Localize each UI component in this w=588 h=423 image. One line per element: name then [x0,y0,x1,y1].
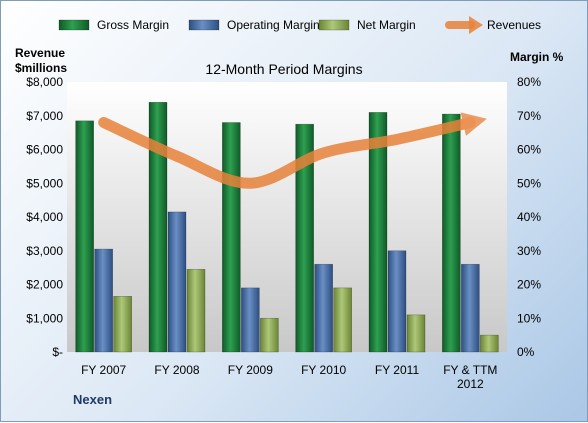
net-margin-bar [186,269,206,353]
left-axis-title-line1: Revenue [15,46,65,60]
legend-arrow-head [469,16,483,34]
revenue-line [98,112,487,189]
gross-margin-bar [75,120,94,353]
legend: Gross Margin Operating Margin Net Margin Re… [58,16,541,34]
right-axis-title: Margin % [510,50,564,64]
legend-label: Gross Margin [97,18,169,32]
net-margin-bar [406,314,426,353]
legend-label: Net Margin [357,18,416,32]
left-tick-label: $7,000 [26,109,63,123]
gross-margin-bar [295,123,314,353]
right-tick-label: 0% [517,345,535,359]
legend-swatch [58,19,90,31]
legend-swatch [188,19,220,31]
category-label: FY 2011 [375,363,420,377]
right-tick-label: 10% [517,311,541,325]
right-axis-ticks: 0% 10% 20% 30% 40% 50% 60% 70% 80% [517,75,541,359]
bar-series [75,101,499,353]
company-label: Nexen [73,392,112,407]
left-tick-label: $5,000 [26,176,63,190]
category-label: FY 2007 [81,363,126,377]
left-tick-label: $4,000 [26,210,63,224]
category-labels: FY 2007 FY 2008 FY 2009 FY 2010 FY 2011 FY & … [81,363,497,391]
operating-margin-bar [94,248,113,353]
right-tick-label: 40% [517,210,541,224]
gross-margin-bar [222,122,241,353]
revenues-line [98,112,487,189]
legend-label: Operating Margin [227,18,320,32]
net-margin-bar [480,334,499,353]
category-label: FY 2009 [228,363,273,377]
category-label: FY 2010 [301,363,346,377]
right-tick-label: 60% [517,143,541,157]
left-tick-label: $6,000 [26,143,63,157]
chart-title: 12-Month Period Margins [205,61,362,77]
left-tick-label: $2,000 [26,278,63,292]
gross-margin-bar [148,101,168,353]
category-label: FY & TTM 2012 [443,363,497,391]
net-margin-bar [260,317,279,353]
operating-margin-bar [387,250,407,353]
net-margin-bar [113,296,132,353]
left-tick-label: $1,000 [26,311,63,325]
net-margin-bar [333,287,352,353]
gross-margin-bar [368,112,388,353]
left-tick-label: $8,000 [26,75,63,89]
legend-swatch [318,19,350,31]
operating-margin-bar [314,263,333,353]
left-tick-label: $- [52,345,63,359]
category-label: FY 2008 [154,363,199,377]
right-tick-label: 50% [517,176,541,190]
right-tick-label: 30% [517,244,541,258]
left-axis-title-line2: $millions [15,61,67,75]
left-tick-label: $3,000 [26,244,63,258]
operating-margin-bar [461,263,480,353]
right-tick-label: 20% [517,278,541,292]
gross-margin-bar [442,113,461,353]
operating-margin-bar [241,287,260,353]
right-tick-label: 70% [517,109,541,123]
plot-area [67,82,507,352]
operating-margin-bar [167,211,187,353]
right-tick-label: 80% [517,75,541,89]
left-axis-ticks: $- $1,000 $2,000 $3,000 $4,000 $5,000 $6,000 $7… [26,75,63,359]
legend-label: Revenues [487,18,541,32]
